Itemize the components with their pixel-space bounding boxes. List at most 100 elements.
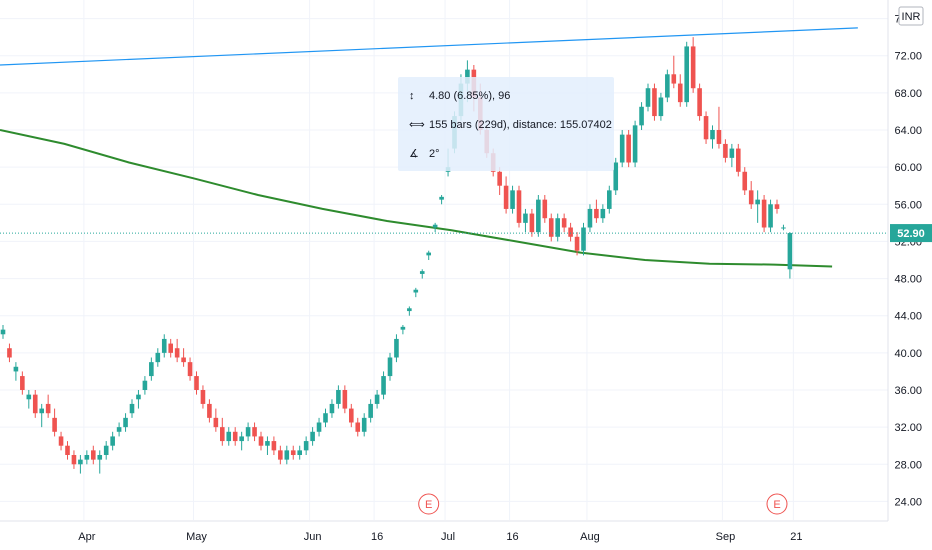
candle <box>355 417 361 437</box>
earnings-marker[interactable]: E <box>418 493 440 515</box>
candle <box>748 181 754 209</box>
earnings-marker-label: E <box>425 499 432 511</box>
candle-body <box>729 148 735 158</box>
candle-body <box>26 394 32 400</box>
candle <box>432 222 438 233</box>
candle-body <box>71 455 77 465</box>
candle-body <box>78 459 83 465</box>
candle-body <box>381 376 386 395</box>
trendline[interactable] <box>0 27 858 66</box>
candle-body <box>503 185 509 209</box>
candle-body <box>290 450 296 455</box>
last-price-tag <box>890 224 932 243</box>
candle-body <box>207 403 212 418</box>
price-tick-label: 56.00 <box>894 199 922 211</box>
candle <box>755 190 760 223</box>
candle <box>71 450 77 469</box>
candle-body <box>329 403 335 414</box>
price-tick-label: 48.00 <box>894 274 922 286</box>
candle-body <box>523 213 528 223</box>
currency-badge[interactable] <box>898 6 924 26</box>
candle-body <box>136 394 141 400</box>
currency-label: INR <box>902 11 921 23</box>
bar-range-icon: ⟺ <box>409 119 425 131</box>
candle <box>136 390 141 409</box>
candle-body <box>310 431 315 442</box>
candle-body <box>39 408 44 414</box>
candle <box>787 232 793 279</box>
time-tick-label: Jun <box>304 531 322 543</box>
price-tick-label: 72.00 <box>894 51 922 63</box>
candle-body <box>52 417 57 432</box>
candle-body <box>432 224 438 228</box>
candle <box>91 445 96 465</box>
earnings-marker[interactable]: E <box>766 493 788 515</box>
candle <box>613 157 619 195</box>
candle <box>161 334 167 358</box>
candle-body <box>13 366 19 372</box>
candle <box>394 334 399 363</box>
candle-body <box>252 427 257 437</box>
time-tick-label: May <box>186 531 207 543</box>
candle-body <box>536 199 541 233</box>
candle-body <box>645 88 651 107</box>
candle <box>194 371 199 395</box>
candle <box>32 390 38 418</box>
candle <box>607 185 612 214</box>
candle <box>671 55 677 89</box>
candle-body <box>200 390 206 404</box>
candle <box>13 362 19 381</box>
candle-body <box>103 445 109 455</box>
candle-body <box>142 380 148 390</box>
earnings-marker-label: E <box>773 499 780 511</box>
measurement-line2: 155 bars (229d), distance: 155.07402 <box>429 119 612 131</box>
time-axis[interactable]: Apr May Jun 16 Jul 16 Aug Sep 21 <box>0 520 932 550</box>
measurement-box[interactable] <box>398 77 614 171</box>
candle-body <box>265 441 270 446</box>
candle <box>581 222 586 256</box>
candle <box>278 445 283 465</box>
candle <box>639 102 644 130</box>
trendline-line[interactable] <box>0 27 858 66</box>
candle-body <box>0 329 6 335</box>
candle-body <box>116 427 122 432</box>
measurement-tool[interactable]: ↕ 4.80 (6.85%), 96 ⟺ 155 bars (229d), dista… <box>398 77 614 171</box>
candle <box>665 69 670 103</box>
candle <box>232 427 238 446</box>
candle-body <box>555 218 560 237</box>
candle <box>245 422 251 442</box>
candle-body <box>632 125 638 163</box>
candle-body <box>20 376 25 390</box>
price-tick-label: 32.00 <box>894 422 922 434</box>
candle-body <box>736 148 741 172</box>
candle <box>207 399 212 423</box>
candle-body <box>742 171 748 191</box>
candle <box>619 130 625 168</box>
candle-body <box>181 357 186 363</box>
candle <box>439 195 444 205</box>
candle <box>729 143 735 168</box>
measurement-line3: 2° <box>429 148 440 160</box>
candle <box>536 195 541 237</box>
candle <box>290 445 296 460</box>
candle <box>220 417 225 446</box>
candle <box>239 431 244 451</box>
candle-body <box>716 130 722 144</box>
candle-body <box>690 46 696 89</box>
candle <box>503 176 509 214</box>
candle-body <box>226 431 232 442</box>
price-axis-bg <box>888 0 932 550</box>
moving-average-line <box>0 129 833 268</box>
candle <box>716 106 722 149</box>
candle <box>361 413 367 437</box>
candle <box>123 413 128 432</box>
candle <box>542 195 548 223</box>
price-axis[interactable]: 76.0072.0068.0064.0060.0056.0052.0048.00… <box>887 0 932 550</box>
candle <box>258 431 264 451</box>
earnings-marker-circle[interactable] <box>766 493 788 515</box>
time-tick-label: 16 <box>371 531 383 543</box>
earnings-marker-circle[interactable] <box>418 493 440 515</box>
candle <box>271 436 277 455</box>
